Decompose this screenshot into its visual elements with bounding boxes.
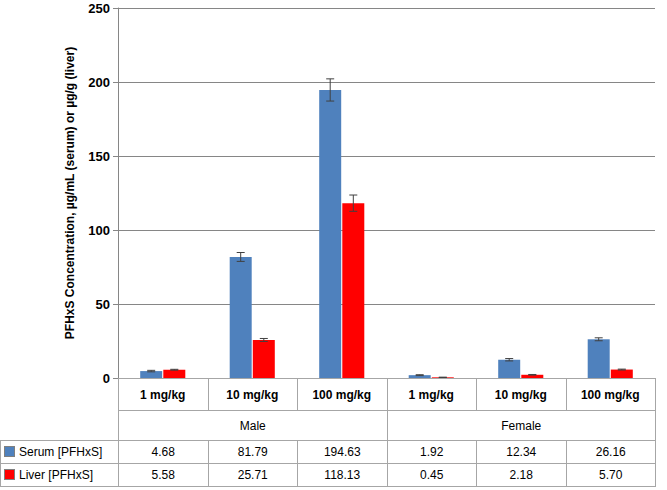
html-text:118.13: 118.13 (324, 468, 361, 482)
svg-text:150: 150 (88, 149, 110, 164)
svg-text:1 mg/kg: 1 mg/kg (140, 388, 185, 402)
svg-text:10 mg/kg: 10 mg/kg (226, 388, 278, 402)
html-text:0.45: 0.45 (420, 468, 444, 482)
html-text:5.58: 5.58 (151, 468, 175, 482)
svg-text:200: 200 (88, 75, 110, 90)
html-text:Male: Male (239, 418, 266, 433)
html-text:Liver [PFHxS]: Liver [PFHxS] (19, 468, 93, 482)
html-text:4.68: 4.68 (151, 445, 175, 459)
svg-text:0: 0 (103, 371, 110, 386)
svg-text:100: 100 (88, 223, 110, 238)
html-text:1.92: 1.92 (420, 445, 444, 459)
html-text:25.71: 25.71 (237, 468, 268, 482)
svg-text:50: 50 (96, 297, 110, 312)
html-text:26.16: 26.16 (595, 445, 626, 459)
svg-text:100 mg/kg: 100 mg/kg (312, 388, 371, 402)
html-text:2.18: 2.18 (509, 468, 533, 482)
svg-text:100 mg/kg: 100 mg/kg (581, 388, 640, 402)
svg-text:1 mg/kg: 1 mg/kg (409, 388, 454, 402)
html-text:194.63: 194.63 (323, 445, 361, 459)
html-text:Serum [PFHxS]: Serum [PFHxS] (19, 445, 103, 459)
svg-text:250: 250 (88, 1, 110, 16)
html-text:81.79: 81.79 (237, 445, 268, 459)
svg-text:10 mg/kg: 10 mg/kg (495, 388, 547, 402)
svg-text:PFHxS Concentration, µg/mL (se: PFHxS Concentration, µg/mL (serum) or µg… (63, 47, 77, 339)
html-text:12.34: 12.34 (506, 445, 537, 459)
html-text:5.70: 5.70 (599, 468, 623, 482)
html-text:Female: Female (501, 418, 542, 433)
